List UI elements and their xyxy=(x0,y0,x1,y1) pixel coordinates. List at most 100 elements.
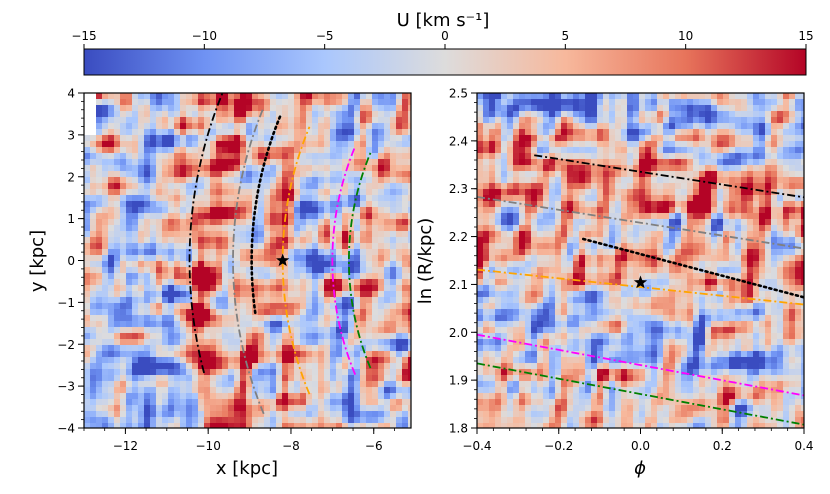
heat-cell xyxy=(741,153,748,160)
heat-cell xyxy=(120,399,127,406)
heat-cell xyxy=(543,135,550,142)
heat-cell xyxy=(108,117,115,124)
heat-cell xyxy=(228,309,235,316)
heat-cell xyxy=(483,111,490,118)
heat-cell xyxy=(705,141,712,148)
heat-cell xyxy=(783,225,790,232)
heat-cell xyxy=(573,213,580,220)
heat-cell xyxy=(693,153,700,160)
heat-cell xyxy=(108,387,115,394)
heat-cell xyxy=(378,159,385,166)
heat-cell xyxy=(519,207,526,214)
heat-cell xyxy=(150,255,157,262)
heat-cell xyxy=(252,183,259,190)
heat-cell xyxy=(318,405,325,412)
heat-cell xyxy=(150,237,157,244)
heat-cell xyxy=(156,189,163,196)
heat-cell xyxy=(372,195,379,202)
heat-cell xyxy=(192,105,199,112)
heat-cell xyxy=(609,183,616,190)
heat-cell xyxy=(513,123,520,130)
heat-cell xyxy=(168,99,175,106)
heat-cell xyxy=(216,309,223,316)
heat-cell xyxy=(717,255,724,262)
heat-cell xyxy=(306,285,313,292)
heat-cell xyxy=(759,111,766,118)
heat-cell xyxy=(402,165,409,172)
heat-cell xyxy=(573,171,580,178)
heat-cell xyxy=(132,309,139,316)
heat-cell xyxy=(627,153,634,160)
heat-cell xyxy=(120,411,127,418)
heat-cell xyxy=(114,105,121,112)
heat-cell xyxy=(645,273,652,280)
heat-cell xyxy=(318,273,325,280)
heat-cell xyxy=(96,231,103,238)
heat-cell xyxy=(723,171,730,178)
heat-cell xyxy=(324,153,331,160)
heat-cell xyxy=(555,213,562,220)
heat-cell xyxy=(324,261,331,268)
heat-cell xyxy=(108,321,115,328)
heat-cell xyxy=(789,219,796,226)
heat-cell xyxy=(264,321,271,328)
heat-cell xyxy=(108,273,115,280)
heat-cell xyxy=(771,153,778,160)
heat-cell xyxy=(156,177,163,184)
heat-cell xyxy=(300,399,307,406)
heat-cell xyxy=(753,105,760,112)
heat-cell xyxy=(591,153,598,160)
heat-cell xyxy=(789,231,796,238)
heat-cell xyxy=(639,231,646,238)
heat-cell xyxy=(186,123,193,130)
heat-cell xyxy=(336,93,343,100)
heat-cell xyxy=(507,261,514,268)
heat-cell xyxy=(384,147,391,154)
heat-cell xyxy=(120,249,127,256)
heat-cell xyxy=(519,117,526,124)
heat-cell xyxy=(204,285,211,292)
heat-cell xyxy=(318,243,325,250)
heat-cell xyxy=(168,225,175,232)
heat-cell xyxy=(777,225,784,232)
heat-cell xyxy=(663,249,670,256)
heat-cell xyxy=(84,351,91,358)
heat-cell xyxy=(507,159,514,166)
heat-cell xyxy=(132,363,139,370)
heat-cell xyxy=(138,375,145,382)
heat-cell xyxy=(741,249,748,256)
heat-cell xyxy=(597,255,604,262)
heat-cell xyxy=(84,411,91,418)
heat-cell xyxy=(639,183,646,190)
heat-cell xyxy=(102,153,109,160)
heat-cell xyxy=(234,231,241,238)
heat-cell xyxy=(120,117,127,124)
heat-cell xyxy=(114,171,121,178)
heat-cell xyxy=(90,399,97,406)
heat-cell xyxy=(507,249,514,256)
heat-cell xyxy=(561,243,568,250)
heat-cell xyxy=(294,291,301,298)
heat-cell xyxy=(561,237,568,244)
heat-cell xyxy=(162,99,169,106)
heat-cell xyxy=(705,117,712,124)
heat-cell xyxy=(300,393,307,400)
heat-cell xyxy=(192,141,199,148)
heat-cell xyxy=(603,189,610,196)
heat-cell xyxy=(330,363,337,370)
heat-cell xyxy=(336,363,343,370)
heat-cell xyxy=(354,381,361,388)
heat-cell xyxy=(348,177,355,184)
heat-cell xyxy=(156,111,163,118)
heat-cell xyxy=(144,237,151,244)
heat-cell xyxy=(276,333,283,340)
x-tick-label: −10 xyxy=(196,439,221,453)
heat-cell xyxy=(288,123,295,130)
heat-cell xyxy=(228,327,235,334)
heat-cell xyxy=(705,273,712,280)
heat-cell xyxy=(108,195,115,202)
heat-cell xyxy=(144,189,151,196)
heat-cell xyxy=(657,165,664,172)
heat-cell xyxy=(108,345,115,352)
heat-cell xyxy=(633,261,640,268)
